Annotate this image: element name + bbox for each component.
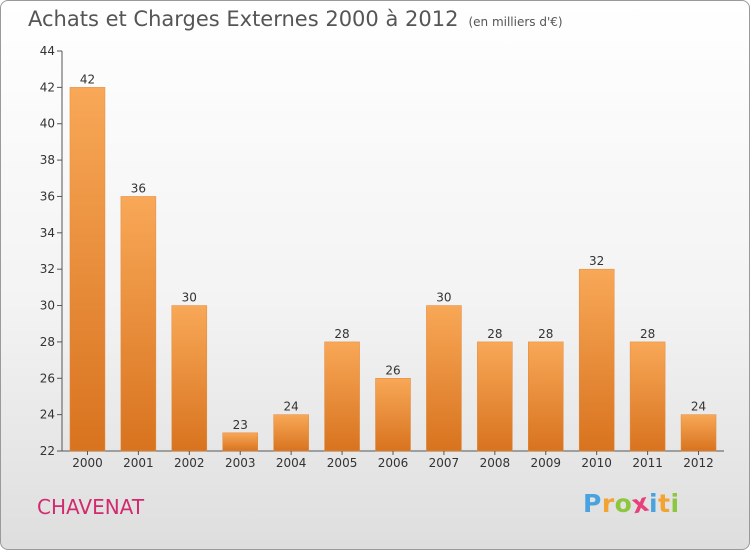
bar-value-label: 36	[131, 181, 146, 195]
bar-value-label: 28	[334, 327, 349, 341]
chart-subtitle: (en milliers d'€)	[468, 15, 563, 29]
bar-value-label: 30	[436, 291, 451, 305]
logo-letter: P	[583, 489, 602, 518]
bar-2008	[477, 341, 513, 452]
y-tick-label: 38	[40, 153, 55, 167]
y-tick-label: 44	[40, 44, 55, 58]
chart-title: Achats et Charges Externes 2000 à 2012 (e…	[28, 7, 563, 31]
bar-value-label: 24	[691, 400, 706, 414]
x-tick-label: 2004	[276, 456, 307, 470]
bar-2009	[528, 341, 564, 452]
commune-name: CHAVENAT	[37, 495, 145, 519]
x-tick-label: 2006	[378, 456, 409, 470]
bar-value-label: 28	[487, 327, 502, 341]
bar-2005	[324, 341, 360, 452]
x-tick-label: 2005	[327, 456, 358, 470]
logo-letter: t	[658, 489, 671, 518]
x-tick-label: 2001	[123, 456, 154, 470]
bar-2011	[629, 341, 666, 452]
bar-value-label: 28	[640, 327, 655, 341]
x-tick-label: 2011	[632, 456, 663, 470]
bar-value-label: 42	[80, 72, 95, 86]
y-tick-label: 30	[40, 299, 55, 313]
x-tick-label: 2000	[72, 456, 103, 470]
bar-value-label: 24	[284, 400, 299, 414]
x-tick-label: 2008	[480, 456, 511, 470]
bar-2007	[426, 305, 462, 452]
logo-letter: i	[649, 489, 659, 518]
y-tick-label: 40	[40, 117, 55, 131]
y-tick-label: 36	[40, 189, 55, 203]
y-tick-label: 22	[40, 444, 55, 458]
y-tick-label: 26	[40, 371, 55, 385]
logo-letter: i	[670, 489, 680, 518]
x-tick-label: 2012	[683, 456, 714, 470]
bar-value-label: 30	[182, 291, 197, 305]
x-tick-label: 2009	[530, 456, 561, 470]
bar-value-label: 23	[233, 418, 248, 432]
bar-value-label: 26	[385, 363, 400, 377]
bar-value-label: 32	[589, 254, 604, 268]
bar-2002	[171, 305, 208, 452]
bar-2012	[680, 414, 717, 452]
y-tick-label: 28	[40, 335, 55, 349]
x-tick-label: 2007	[429, 456, 460, 470]
bar-2000	[69, 87, 106, 452]
logo-letter: r	[601, 489, 615, 518]
bar-2003	[222, 432, 258, 452]
chart-title-text: Achats et Charges Externes 2000 à 2012	[28, 7, 459, 31]
y-tick-label: 34	[40, 226, 55, 240]
bar-2006	[375, 378, 411, 452]
bar-2010	[578, 268, 615, 452]
x-tick-label: 2003	[225, 456, 256, 470]
bar-2001	[120, 196, 157, 452]
x-tick-label: 2010	[581, 456, 612, 470]
bar-2004	[273, 414, 309, 452]
bar-value-label: 28	[538, 327, 553, 341]
logo-letter: o	[614, 489, 633, 518]
proxiti-logo: Proxiti	[583, 488, 680, 520]
y-tick-label: 32	[40, 262, 55, 276]
y-tick-label: 42	[40, 80, 55, 94]
x-tick-label: 2002	[174, 456, 205, 470]
y-tick-label: 24	[40, 408, 55, 422]
